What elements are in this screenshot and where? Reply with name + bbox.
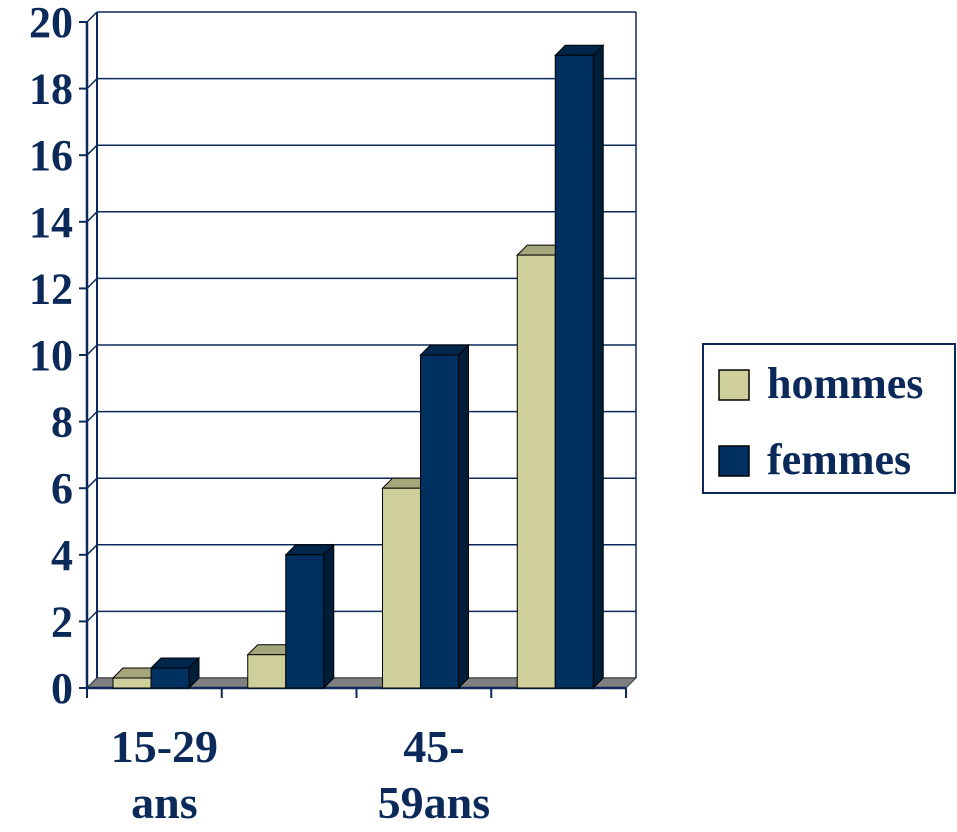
side-wall-line: [86, 277, 98, 289]
x-category-label: 45-59ans: [378, 721, 490, 828]
side-wall-line: [86, 477, 98, 489]
legend-label-hommes: hommes: [767, 359, 923, 408]
y-tick-label: 16: [29, 131, 73, 180]
legend: hommes femmes: [702, 343, 956, 494]
y-tick-label: 0: [51, 664, 73, 713]
bars: [111, 44, 605, 690]
y-tick-label: 12: [29, 264, 73, 313]
side-wall-line: [86, 78, 98, 90]
x-category-label: 15-29 ans: [111, 721, 218, 828]
side-wall-line: [86, 411, 98, 423]
side-wall-line: [86, 610, 98, 622]
y-tick-label: 10: [29, 331, 73, 380]
side-wall-line: [86, 344, 98, 356]
y-tick-labels: 0 2 4 6 8 10 12 14 16 18 20: [29, 0, 73, 713]
x-category-labels: 15-29 ans 45-59ans: [111, 721, 490, 828]
legend-swatch-hommes: [718, 369, 750, 401]
side-wall-line: [86, 144, 98, 156]
bar-femmes: [149, 656, 201, 690]
side-wall-line: [86, 544, 98, 556]
y-tick-label: 14: [29, 198, 73, 247]
legend-label-femmes: femmes: [767, 435, 911, 484]
bar-femmes: [419, 343, 470, 690]
legend-swatch-femmes: [718, 445, 750, 477]
side-wall-line: [86, 211, 98, 223]
bar-femmes: [554, 44, 605, 690]
bar-femmes: [284, 543, 335, 690]
y-tick-label: 8: [51, 398, 73, 447]
y-tick-label: 6: [51, 464, 73, 513]
y-tick-label: 2: [51, 597, 73, 646]
y-tick-label: 18: [29, 65, 73, 114]
y-tick-label: 4: [51, 531, 73, 580]
side-wall-line: [86, 11, 98, 23]
y-tick-label: 20: [29, 0, 73, 47]
